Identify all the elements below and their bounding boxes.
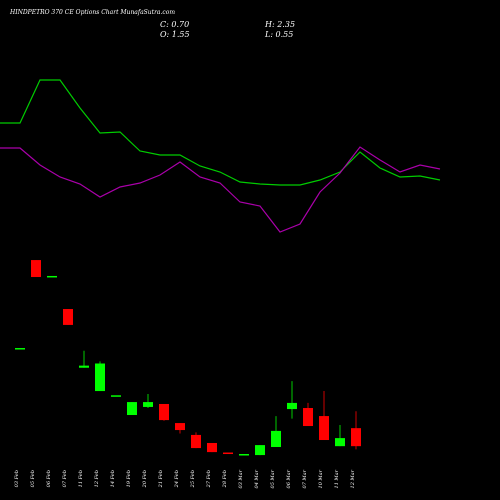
candle-body: [319, 416, 329, 441]
candle-body: [335, 438, 345, 447]
candle-body: [303, 408, 313, 427]
x-tick-label: 06 Feb: [46, 470, 52, 487]
x-tick-label: 07 Feb: [62, 470, 68, 487]
candle-body: [63, 309, 73, 325]
x-tick-label: 03 Feb: [14, 470, 20, 487]
candle-body: [111, 395, 121, 397]
candle-body: [239, 454, 249, 456]
x-tick-label: 27 Feb: [206, 470, 212, 488]
x-tick-label: 28 Feb: [222, 470, 228, 488]
x-tick-label: 24 Feb: [174, 470, 180, 488]
chart-title: HINDPETRO 370 CE Options Chart MunafaSut…: [9, 9, 175, 16]
candle-body: [271, 430, 281, 448]
candle-body: [127, 402, 137, 416]
x-tick-label: 21 Feb: [158, 470, 164, 488]
candle-body: [207, 442, 217, 453]
candle-body: [287, 402, 297, 410]
x-tick-label: 11 Feb: [78, 470, 84, 487]
x-tick-label: 05 Feb: [30, 470, 36, 487]
candle-body: [175, 423, 185, 431]
x-tick-label: 05 Mar: [270, 469, 276, 488]
close-text: C: 0.70: [160, 20, 189, 29]
open-text: O: 1.55: [160, 30, 190, 39]
x-tick-label: 19 Feb: [126, 470, 132, 487]
candle-body: [159, 403, 169, 421]
candle-body: [351, 428, 361, 447]
candle-body: [95, 363, 105, 392]
candle-body: [143, 402, 153, 407]
candle-body: [47, 275, 57, 278]
x-tick-label: 12 Feb: [94, 470, 100, 487]
x-tick-label: 10 Mar: [318, 469, 324, 488]
x-tick-label: 25 Feb: [190, 470, 196, 488]
x-tick-label: 11 Mar: [334, 469, 340, 488]
x-tick-label: 03 Mar: [238, 469, 244, 488]
candle-body: [223, 452, 233, 455]
candle-body: [15, 348, 25, 350]
low-text: L: 0.55: [264, 30, 293, 39]
high-text: H: 2.35: [264, 20, 295, 29]
candle-body: [31, 260, 41, 278]
x-tick-label: 04 Mar: [254, 469, 260, 488]
candle-body: [191, 434, 201, 449]
indicator-line: [0, 79, 441, 186]
candle-body: [255, 445, 265, 456]
x-tick-label: 14 Feb: [110, 470, 116, 487]
x-tick-label: 06 Mar: [286, 469, 292, 488]
x-tick-label: 12 Mar: [350, 469, 356, 488]
x-tick-label: 07 Mar: [302, 469, 308, 488]
candle-body: [79, 365, 89, 368]
x-tick-label: 20 Feb: [142, 470, 148, 488]
indicator-line: [0, 146, 441, 233]
